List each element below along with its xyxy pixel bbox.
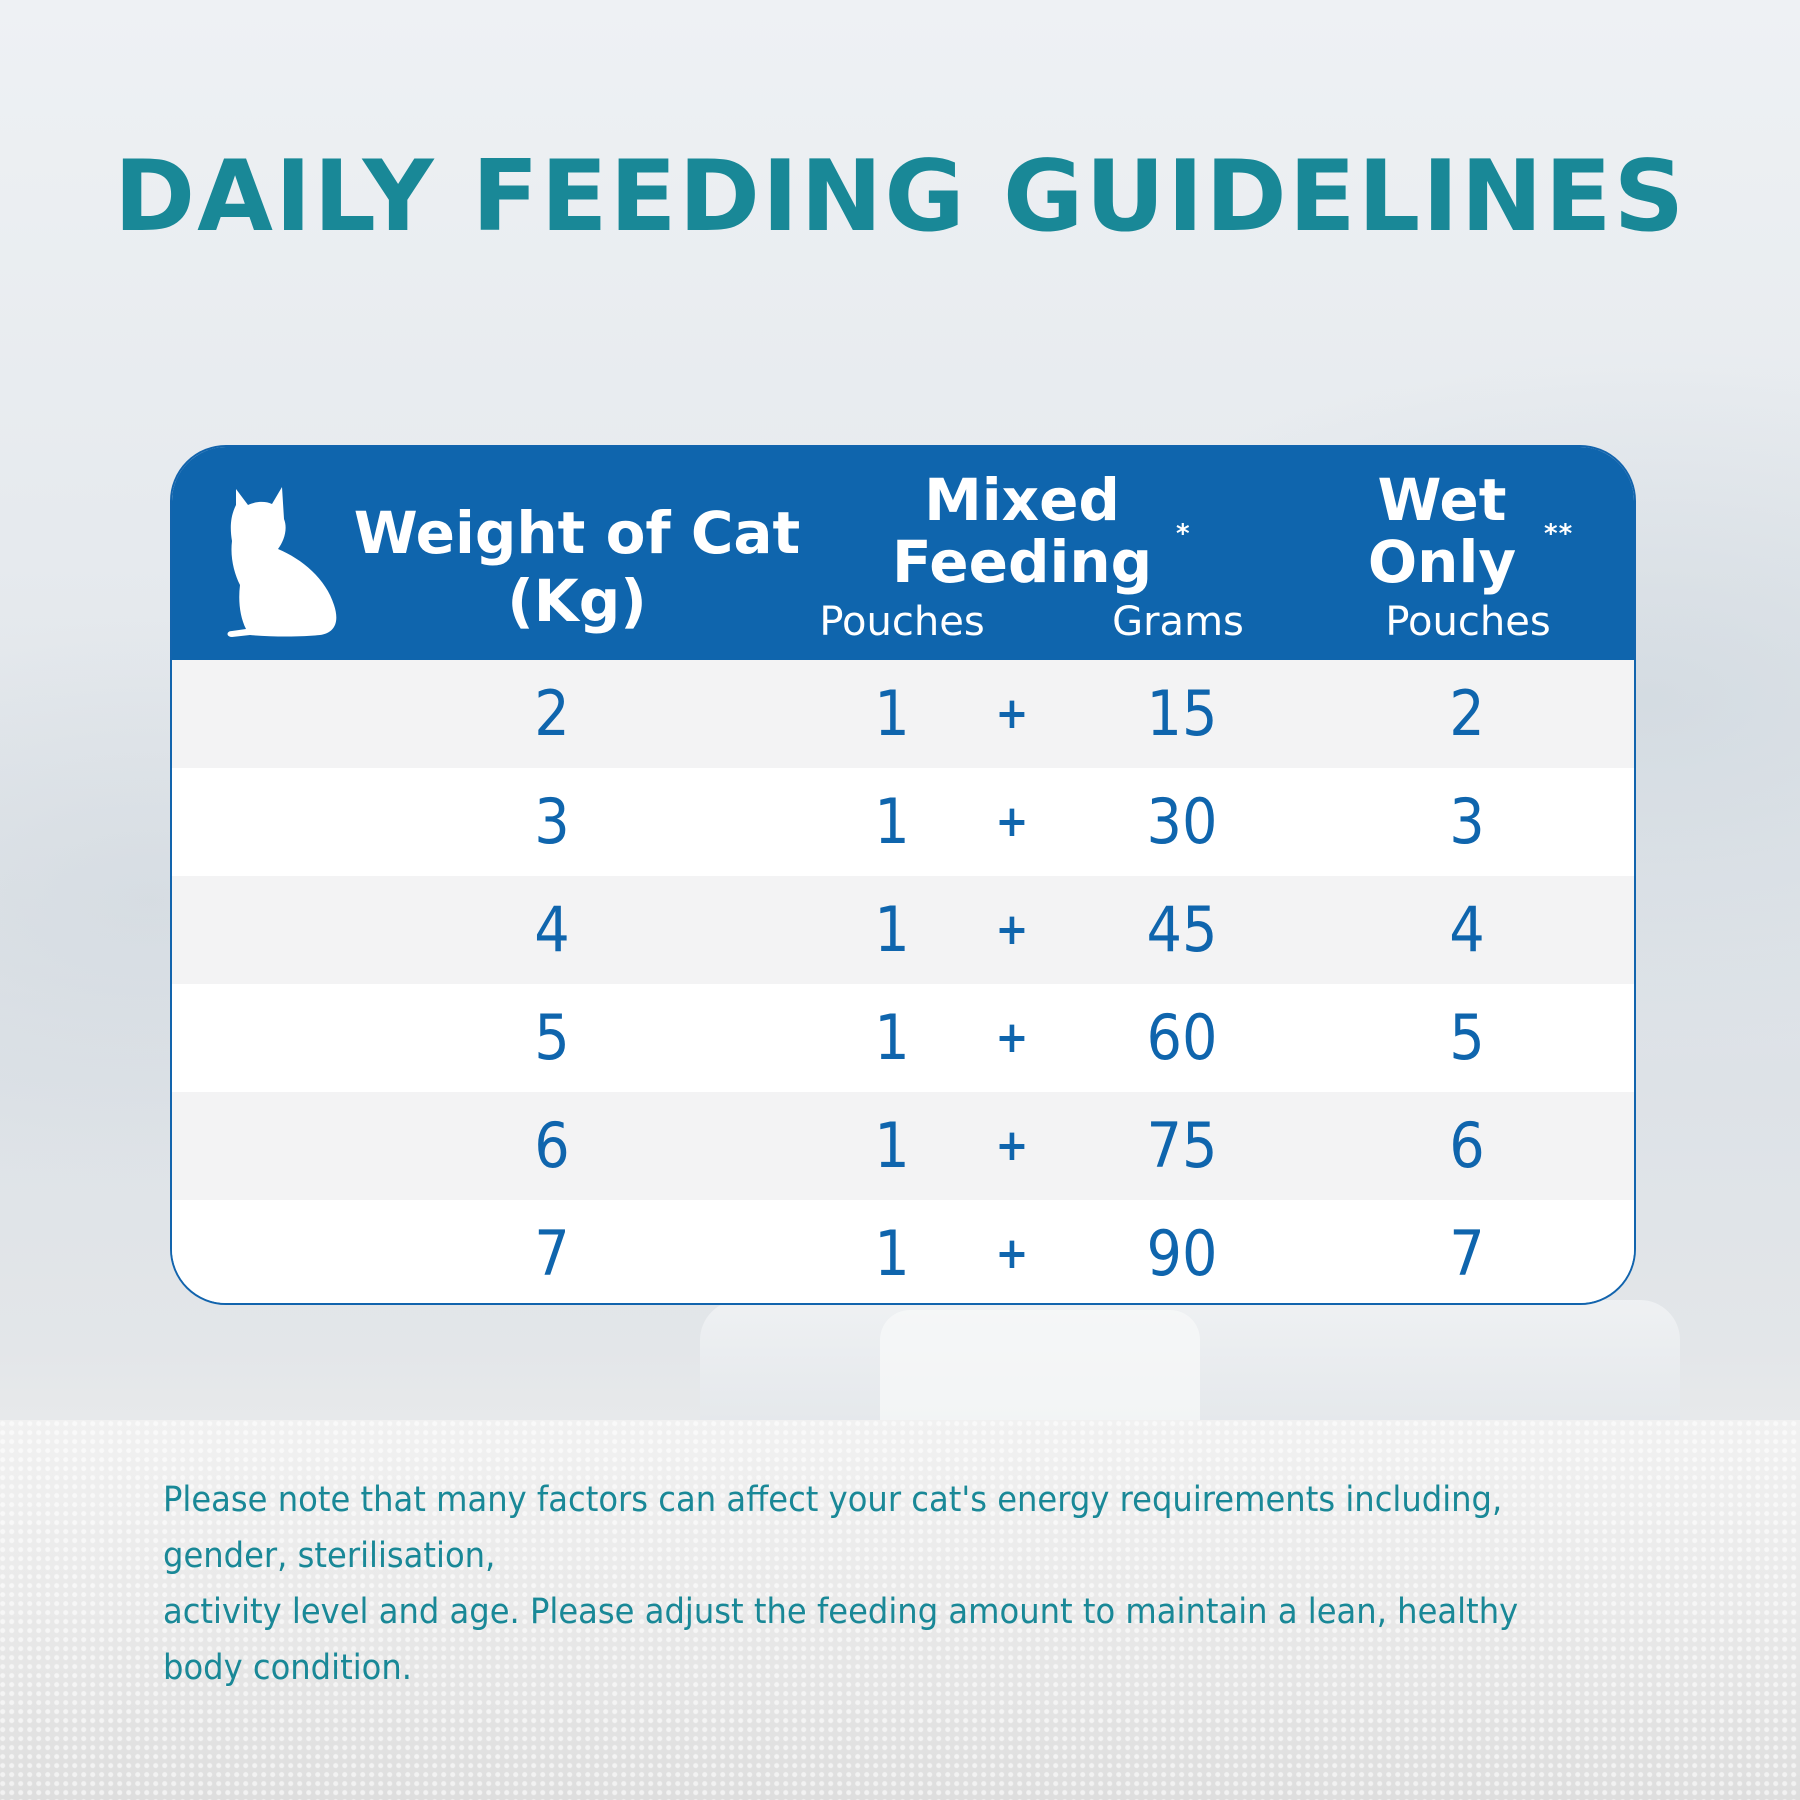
cell-weight: 4 — [534, 893, 570, 966]
cell-mixed-pouches: 1 — [874, 1109, 910, 1182]
cell-mixed-grams: 15 — [1146, 677, 1218, 750]
cell-weight: 3 — [534, 785, 570, 858]
cell-plus: + — [995, 796, 1029, 847]
mixed-footnote-mark: * — [1176, 519, 1190, 549]
background-rug — [0, 1420, 1800, 1800]
cell-wet-pouches: 3 — [1449, 785, 1485, 858]
cell-mixed-pouches: 1 — [874, 677, 910, 750]
cell-weight: 7 — [534, 1217, 570, 1290]
table-body: 2 1 + 15 2 3 1 + 30 3 4 1 + 45 4 5 1 + 6… — [172, 660, 1634, 1303]
header-wet-line2: Only — [1367, 528, 1517, 596]
table-row: 5 1 + 60 5 — [172, 984, 1634, 1092]
cell-weight: 5 — [534, 1001, 570, 1074]
cell-weight: 2 — [534, 677, 570, 750]
cell-plus: + — [995, 904, 1029, 955]
table-row: 4 1 + 45 4 — [172, 876, 1634, 984]
header-mixed-feeding: Mixed Feeding — [892, 469, 1152, 593]
header-weight: Weight of Cat (Kg) — [352, 499, 802, 635]
cell-plus: + — [995, 1228, 1029, 1279]
feeding-note-line2: activity level and age. Please adjust th… — [163, 1592, 1519, 1688]
cell-plus: + — [995, 1012, 1029, 1063]
cell-wet-pouches: 7 — [1449, 1217, 1485, 1290]
table-row: 6 1 + 75 6 — [172, 1092, 1634, 1200]
wet-footnote-mark: ** — [1544, 519, 1574, 549]
cell-mixed-grams: 75 — [1146, 1109, 1218, 1182]
table-header: Weight of Cat (Kg) Mixed Feeding * Wet O… — [172, 447, 1634, 660]
header-weight-line2: (Kg) — [507, 567, 647, 635]
feeding-note-line1: Please note that many factors can affect… — [163, 1480, 1503, 1576]
cell-weight: 6 — [534, 1109, 570, 1182]
subheader-mixed-grams: Grams — [1112, 599, 1244, 645]
subheader-mixed-pouches: Pouches — [819, 599, 985, 645]
cell-plus: + — [995, 688, 1029, 739]
table-row: 7 1 + 90 7 — [172, 1200, 1634, 1303]
page-title: DAILY FEEDING GUIDELINES — [113, 140, 1687, 254]
feeding-note: Please note that many factors can affect… — [163, 1472, 1525, 1696]
header-mixed-line1: Mixed — [924, 466, 1120, 534]
cell-mixed-grams: 45 — [1146, 893, 1218, 966]
cell-wet-pouches: 6 — [1449, 1109, 1485, 1182]
header-mixed-line2: Feeding — [892, 528, 1153, 596]
cat-silhouette-icon — [227, 487, 337, 637]
cell-mixed-pouches: 1 — [874, 1001, 910, 1074]
cell-plus: + — [995, 1120, 1029, 1171]
cell-mixed-grams: 60 — [1146, 1001, 1218, 1074]
cell-mixed-grams: 30 — [1146, 785, 1218, 858]
header-weight-line1: Weight of Cat — [353, 499, 801, 567]
cell-mixed-grams: 90 — [1146, 1217, 1218, 1290]
cell-wet-pouches: 4 — [1449, 893, 1485, 966]
subheader-wet-pouches: Pouches — [1385, 599, 1551, 645]
feeding-table: Weight of Cat (Kg) Mixed Feeding * Wet O… — [170, 445, 1636, 1305]
cell-mixed-pouches: 1 — [874, 893, 910, 966]
header-wet-line1: Wet — [1377, 466, 1507, 534]
header-wet-only: Wet Only — [1352, 469, 1532, 593]
cell-wet-pouches: 5 — [1449, 1001, 1485, 1074]
cell-wet-pouches: 2 — [1449, 677, 1485, 750]
cell-mixed-pouches: 1 — [874, 785, 910, 858]
cell-mixed-pouches: 1 — [874, 1217, 910, 1290]
table-row: 3 1 + 30 3 — [172, 768, 1634, 876]
table-row: 2 1 + 15 2 — [172, 660, 1634, 768]
